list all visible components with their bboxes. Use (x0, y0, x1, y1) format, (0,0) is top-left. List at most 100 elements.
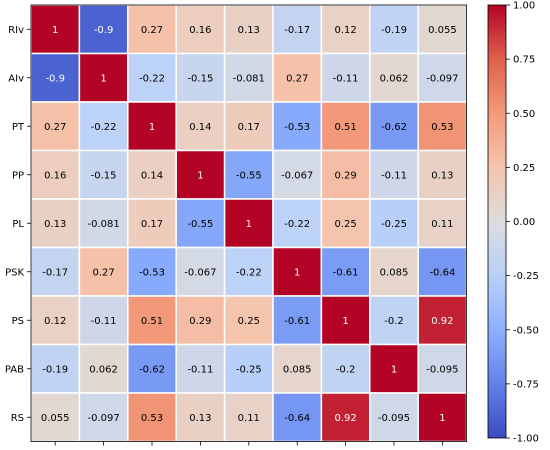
cell-value-label: 0.16 (44, 170, 66, 181)
heatmap-cell (127, 101, 177, 152)
heatmap-cell (127, 246, 177, 297)
cell-value-label: 0.29 (334, 170, 356, 181)
cell-value-label: 0.92 (334, 413, 356, 424)
cell-value-label: -0.55 (187, 219, 213, 230)
colorbar-tick-label: -0.50 (513, 325, 539, 336)
cell-value-label: -0.2 (336, 364, 356, 375)
cell-value-label: 1 (246, 219, 252, 230)
heatmap-cell (320, 295, 371, 346)
cell-value-label: 0.17 (238, 122, 260, 133)
cell-value-label: 1 (149, 122, 155, 133)
cell-value-label: -0.095 (426, 364, 458, 375)
heatmap-cell (272, 343, 323, 394)
heatmap-cell (78, 4, 129, 55)
cell-value-label: -0.11 (91, 316, 117, 327)
cell-value-label: -0.081 (233, 73, 265, 84)
heatmap-cell (369, 52, 419, 103)
cell-value-label: -0.22 (139, 73, 165, 84)
heatmap-cell (30, 343, 81, 394)
row-label: RIv (8, 25, 24, 36)
cell-value-label: -0.11 (333, 73, 359, 84)
cell-value-label: -0.55 (236, 170, 262, 181)
cell-value-label: 0.27 (286, 73, 308, 84)
heatmap-cell (78, 295, 129, 346)
heatmap-cell (223, 343, 274, 394)
cell-value-label: -0.19 (381, 25, 407, 36)
heatmap-cell (30, 392, 81, 443)
cell-value-label: -0.22 (284, 219, 310, 230)
cell-value-label: -0.097 (426, 73, 458, 84)
cell-value-label: -0.067 (184, 267, 216, 278)
cell-value-label: 0.13 (189, 413, 211, 424)
cell-value-label: 0.25 (334, 219, 356, 230)
cell-value-label: 1 (439, 413, 445, 424)
cell-value-label: 0.51 (334, 122, 356, 133)
cell-value-label: 0.13 (431, 170, 453, 181)
heatmap-cell (417, 392, 468, 443)
heatmap-cell (223, 52, 274, 103)
cell-value-label: 0.53 (431, 122, 453, 133)
colorbar-tick-label: -0.75 (513, 379, 539, 390)
cell-value-label: 0.13 (44, 219, 66, 230)
colorbar-gradient (487, 4, 507, 439)
cell-value-label: -0.62 (139, 364, 165, 375)
heatmap-cell (320, 52, 371, 103)
cell-value-label: -0.53 (284, 122, 310, 133)
heatmap-cell (223, 392, 274, 443)
cell-value-label: -0.22 (91, 122, 117, 133)
cell-value-label: 1 (100, 73, 106, 84)
colorbar-tick-label: -1.00 (513, 434, 539, 445)
cell-value-label: 0.17 (141, 219, 163, 230)
heatmap-cells: 1 -0.9 0.27 0.16 0.13 -0.17 0.12 -0.19 0.055 -0.9… (30, 4, 468, 443)
heatmap-cell (78, 101, 129, 152)
cell-value-label: 0.14 (189, 122, 211, 133)
cell-value-label: 0.12 (334, 25, 356, 36)
heatmap-cell (320, 392, 371, 443)
cell-value-label: 1 (197, 170, 203, 181)
heatmap-cell (223, 295, 274, 346)
cell-value-label: 0.11 (431, 219, 453, 230)
colorbar-tick-label: 0.50 (513, 109, 535, 120)
cell-value-label: -0.15 (187, 73, 213, 84)
cell-value-label: 0.25 (238, 316, 260, 327)
cell-value-label: -0.61 (333, 267, 359, 278)
cell-value-label: 0.27 (141, 25, 163, 36)
heatmap-cell (417, 101, 468, 152)
cell-value-label: 0.51 (141, 316, 163, 327)
row-label: AIv (8, 73, 24, 84)
heatmap-cell (127, 392, 177, 443)
cell-value-label: 0.11 (238, 413, 260, 424)
cell-value-label: 0.53 (141, 413, 163, 424)
heatmap-cell (272, 246, 323, 297)
heatmap-cell (30, 246, 81, 297)
cell-value-label: -0.11 (381, 170, 407, 181)
cell-value-label: 0.085 (380, 267, 409, 278)
cell-value-label: -0.067 (281, 170, 313, 181)
cell-value-label: 0.062 (380, 73, 409, 84)
heatmap-cell (78, 392, 129, 443)
cell-value-label: -0.25 (236, 364, 262, 375)
cell-value-label: 0.055 (428, 25, 457, 36)
heatmap-cell (127, 52, 177, 103)
heatmap-cell (369, 4, 419, 55)
cell-value-label: 0.12 (44, 316, 66, 327)
cell-value-label: 0.085 (283, 364, 312, 375)
heatmap-cell (223, 246, 274, 297)
heatmap-cell (272, 392, 323, 443)
heatmap-cell (30, 295, 81, 346)
heatmap-cell (369, 246, 419, 297)
cell-value-label: -0.097 (87, 413, 119, 424)
cell-value-label: 1 (294, 267, 300, 278)
colorbar-tick-label: 1.00 (513, 1, 535, 12)
cell-value-label: 0.29 (189, 316, 211, 327)
cell-value-label: -0.2 (384, 316, 404, 327)
cell-value-label: 0.062 (89, 364, 118, 375)
colorbar-tick-label: -0.25 (513, 271, 539, 282)
heatmap-cell (272, 198, 323, 249)
cell-value-label: -0.081 (87, 219, 119, 230)
cell-value-label: -0.9 (94, 25, 114, 36)
heatmap-cell (175, 149, 226, 200)
cell-value-label: -0.64 (284, 413, 310, 424)
cell-value-label: -0.11 (187, 364, 213, 375)
